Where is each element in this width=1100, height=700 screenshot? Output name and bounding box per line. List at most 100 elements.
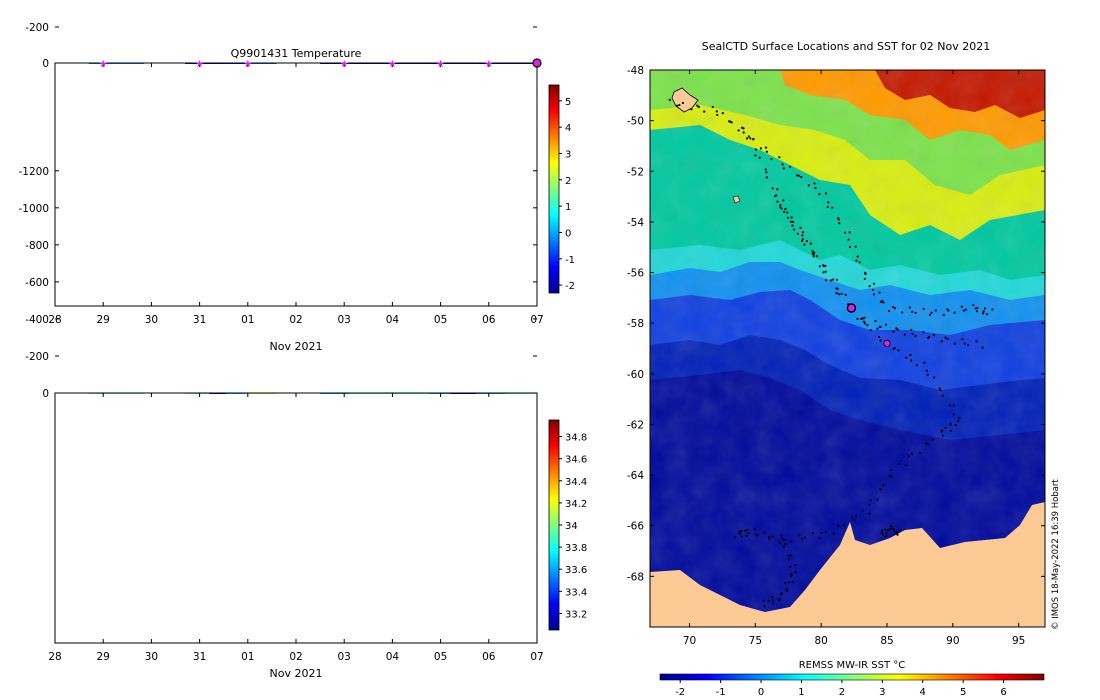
colorbar-tick-label: 1 bbox=[565, 202, 571, 213]
track-point bbox=[864, 272, 867, 276]
profile-cell bbox=[477, 350, 506, 351]
track-point bbox=[836, 524, 840, 527]
track-point bbox=[837, 293, 841, 296]
lon-tick-label: 95 bbox=[1012, 635, 1025, 647]
x-tick-label: 28 bbox=[48, 651, 61, 663]
x-tick-label: 31 bbox=[193, 314, 206, 326]
profile-cell bbox=[518, 43, 528, 44]
track-point bbox=[840, 292, 843, 295]
track-point bbox=[668, 98, 671, 101]
track-point bbox=[835, 278, 839, 281]
colorbar-tick-label: 33.6 bbox=[565, 565, 587, 576]
profile-column bbox=[349, 369, 378, 394]
track-point bbox=[811, 252, 814, 255]
lon-tick-label: 75 bbox=[749, 635, 762, 647]
profile-column bbox=[505, 369, 518, 394]
track-point bbox=[749, 137, 752, 140]
track-point bbox=[874, 319, 877, 323]
track-point bbox=[893, 307, 897, 310]
profile-cell bbox=[506, 369, 518, 370]
x-tick-label: 29 bbox=[97, 651, 110, 663]
profile-cell bbox=[477, 31, 506, 32]
track-point bbox=[812, 255, 815, 258]
map-title: SealCTD Surface Locations and SST for 02… bbox=[702, 40, 991, 53]
profile-cell bbox=[445, 369, 451, 370]
track-point bbox=[896, 328, 899, 331]
track-point bbox=[784, 207, 787, 211]
temperature-plot-frame bbox=[54, 62, 538, 307]
track-point bbox=[926, 373, 929, 377]
track-point bbox=[703, 110, 706, 113]
track-point bbox=[883, 535, 887, 539]
track-point bbox=[738, 530, 741, 533]
track-point bbox=[747, 135, 751, 138]
track-point bbox=[791, 581, 794, 584]
track-point bbox=[796, 232, 800, 235]
x-tick-label: 04 bbox=[386, 651, 400, 663]
track-point bbox=[791, 220, 795, 223]
track-point bbox=[803, 243, 806, 246]
track-point bbox=[863, 277, 866, 280]
profile-cell bbox=[349, 38, 378, 39]
track-point bbox=[892, 330, 895, 333]
profile-cell bbox=[349, 369, 378, 370]
kerguelen-island bbox=[671, 87, 699, 113]
track-point bbox=[946, 338, 949, 341]
track-point bbox=[949, 422, 952, 425]
lat-tick-label: -64 bbox=[627, 470, 644, 482]
profile-cell bbox=[378, 386, 402, 387]
track-point bbox=[794, 563, 797, 567]
track-point bbox=[942, 313, 945, 317]
profile-column bbox=[245, 393, 277, 394]
track-point bbox=[964, 308, 967, 311]
x-tick-label: 06 bbox=[482, 651, 496, 663]
sst-field bbox=[650, 70, 1045, 627]
track-segment bbox=[880, 525, 902, 539]
x-tick-label: 29 bbox=[97, 314, 110, 326]
profile-column bbox=[428, 393, 451, 394]
track-point bbox=[678, 103, 681, 107]
profile-cell bbox=[429, 43, 451, 44]
track-point bbox=[925, 442, 928, 445]
profile-cell bbox=[226, 350, 245, 351]
track-point bbox=[809, 242, 812, 245]
surface-marker-star: ★ bbox=[243, 59, 252, 70]
profile-column bbox=[226, 350, 246, 394]
profile-cell bbox=[378, 332, 402, 333]
map-credit: © IMOS 18-May-2022 16:39 Hobart bbox=[1051, 479, 1061, 630]
x-tick-label: 06 bbox=[482, 314, 496, 326]
track-point bbox=[843, 231, 847, 234]
track-point bbox=[786, 216, 790, 219]
profile-cell bbox=[320, 356, 349, 357]
track-point bbox=[847, 238, 850, 241]
profile-cell bbox=[320, 369, 349, 370]
x-tick-label: 31 bbox=[193, 651, 206, 663]
track-point bbox=[771, 599, 775, 602]
profile-column bbox=[402, 369, 429, 394]
lat-tick-label: -66 bbox=[627, 521, 644, 533]
profile-cell bbox=[245, 27, 276, 28]
track-point bbox=[981, 346, 984, 349]
track-segment bbox=[668, 98, 961, 544]
track-point bbox=[884, 528, 887, 531]
colorbar-tick-label: 33.2 bbox=[565, 609, 587, 620]
track-point bbox=[790, 540, 793, 543]
track-point bbox=[741, 126, 744, 129]
track-point bbox=[909, 354, 912, 357]
map-longitude-axis: 70 75 80 85 90 95 bbox=[683, 70, 1025, 647]
track-point bbox=[824, 270, 827, 273]
track-point bbox=[745, 137, 749, 140]
y-tick-label: -1200 bbox=[18, 166, 49, 178]
profile-cell bbox=[402, 369, 429, 370]
profile-cell bbox=[527, 350, 536, 351]
track-point bbox=[868, 512, 871, 515]
track-point bbox=[803, 536, 807, 539]
profile-cell bbox=[450, 350, 477, 351]
track-point bbox=[785, 588, 788, 591]
track-point bbox=[885, 534, 888, 537]
track-point bbox=[869, 329, 872, 332]
profile-cell bbox=[402, 40, 429, 41]
track-point bbox=[715, 110, 718, 113]
x-tick-label: 01 bbox=[241, 314, 254, 326]
track-point bbox=[788, 165, 792, 168]
